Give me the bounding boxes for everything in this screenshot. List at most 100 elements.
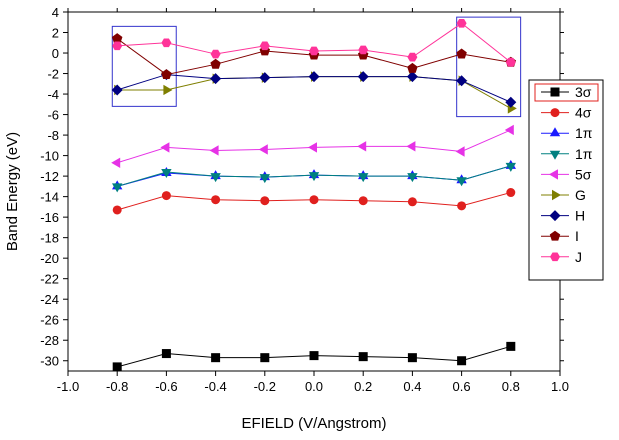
data-point bbox=[407, 52, 418, 62]
data-point bbox=[161, 349, 171, 359]
data-point bbox=[456, 18, 467, 28]
legend-label: 1π bbox=[575, 125, 593, 141]
legend-label: H bbox=[575, 208, 585, 224]
data-point bbox=[456, 48, 467, 59]
y-tick-label: -4 bbox=[47, 87, 59, 102]
data-point bbox=[161, 69, 172, 80]
x-tick-label: 0.4 bbox=[403, 379, 421, 394]
legend-selected-outline bbox=[534, 83, 599, 102]
x-tick-label: -0.8 bbox=[106, 379, 128, 394]
series-9 bbox=[112, 18, 516, 67]
data-point bbox=[258, 144, 268, 155]
data-point bbox=[308, 172, 320, 182]
data-point bbox=[456, 75, 468, 87]
data-point bbox=[505, 96, 517, 108]
data-point bbox=[309, 351, 319, 361]
data-point bbox=[111, 157, 121, 168]
data-point bbox=[210, 173, 221, 183]
data-point bbox=[505, 162, 516, 172]
y-tick-label: -20 bbox=[40, 251, 59, 266]
data-point bbox=[112, 41, 123, 51]
data-point bbox=[211, 353, 221, 363]
data-point bbox=[210, 73, 222, 85]
y-tick-label: -12 bbox=[40, 169, 59, 184]
y-tick-label: -14 bbox=[40, 190, 59, 205]
data-point bbox=[210, 49, 221, 59]
y-tick-label: -16 bbox=[40, 210, 59, 225]
data-point bbox=[407, 173, 418, 183]
data-point bbox=[407, 197, 417, 207]
x-axis-title: EFIELD (V/Angstrom) bbox=[241, 415, 386, 432]
data-point bbox=[259, 174, 270, 184]
data-point bbox=[357, 71, 369, 83]
x-tick-label: -1.0 bbox=[57, 379, 79, 394]
data-point bbox=[111, 84, 123, 96]
legend-label: I bbox=[575, 228, 579, 244]
y-tick-label: -30 bbox=[40, 354, 59, 369]
data-point bbox=[112, 183, 123, 193]
legend-marker bbox=[552, 189, 561, 201]
data-point bbox=[406, 141, 416, 152]
data-point bbox=[457, 356, 467, 366]
y-axis-title: Band Energy (eV) bbox=[4, 132, 21, 251]
x-tick-label: 1.0 bbox=[551, 379, 569, 394]
y-tick-label: 4 bbox=[52, 5, 59, 20]
data-point bbox=[407, 353, 417, 363]
data-point bbox=[308, 142, 317, 153]
series-layer bbox=[111, 18, 517, 372]
x-tick-label: -0.6 bbox=[155, 379, 177, 394]
y-tick-label: -8 bbox=[47, 128, 59, 143]
data-point bbox=[406, 71, 418, 83]
data-point bbox=[457, 201, 467, 211]
data-point bbox=[211, 195, 221, 205]
series-5 bbox=[111, 124, 514, 168]
plot-area-border bbox=[67, 11, 561, 372]
legend-marker bbox=[550, 87, 560, 97]
legend-marker bbox=[549, 210, 561, 222]
y-tick-label: -28 bbox=[40, 333, 59, 348]
ticks-layer: -1.0 -0.8 -0.6 -0.4 -0.2 0.0 0.2 0.4 0.6 0.8 1.0 4 2… bbox=[40, 5, 569, 394]
y-tick-label: 2 bbox=[52, 26, 59, 41]
x-tick-label: 0.8 bbox=[502, 379, 520, 394]
data-point bbox=[358, 45, 369, 55]
data-point bbox=[210, 58, 221, 69]
y-tick-label: 0 bbox=[52, 46, 59, 61]
data-point bbox=[358, 352, 368, 362]
legend-label: 1π bbox=[575, 146, 593, 162]
legend-marker bbox=[549, 230, 561, 241]
legend-label: 4σ bbox=[575, 105, 592, 121]
legend-label: G bbox=[575, 187, 586, 203]
data-point bbox=[160, 142, 170, 153]
y-tick-label: -18 bbox=[40, 231, 59, 246]
data-point bbox=[259, 41, 270, 51]
data-point bbox=[504, 124, 514, 136]
data-point bbox=[112, 362, 122, 372]
y-tick-label: -24 bbox=[40, 292, 59, 307]
legend-label: 3σ bbox=[575, 84, 592, 100]
data-point bbox=[358, 196, 368, 206]
y-tick-label: -26 bbox=[40, 313, 59, 328]
data-point bbox=[309, 46, 319, 56]
data-point bbox=[455, 146, 465, 157]
x-tick-label: 0.6 bbox=[453, 379, 471, 394]
y-tick-label: -6 bbox=[47, 108, 59, 123]
legend-label: J bbox=[575, 249, 582, 265]
legend-border bbox=[528, 79, 604, 281]
data-point bbox=[161, 191, 171, 201]
x-tick-label: 0.2 bbox=[354, 379, 372, 394]
data-point bbox=[358, 173, 369, 183]
x-tick-label: 0.0 bbox=[305, 379, 323, 394]
data-point bbox=[163, 84, 173, 96]
x-tick-label: -0.2 bbox=[254, 379, 276, 394]
data-point bbox=[161, 169, 172, 179]
highlight-box bbox=[456, 16, 522, 118]
legend-label: 5σ bbox=[575, 166, 592, 182]
legend-marker bbox=[550, 252, 560, 262]
data-point bbox=[161, 38, 172, 48]
y-tick-label: -2 bbox=[47, 67, 59, 82]
data-point bbox=[357, 141, 367, 152]
data-point bbox=[259, 72, 271, 84]
series-4 bbox=[112, 162, 516, 193]
y-tick-label: -22 bbox=[40, 272, 59, 287]
